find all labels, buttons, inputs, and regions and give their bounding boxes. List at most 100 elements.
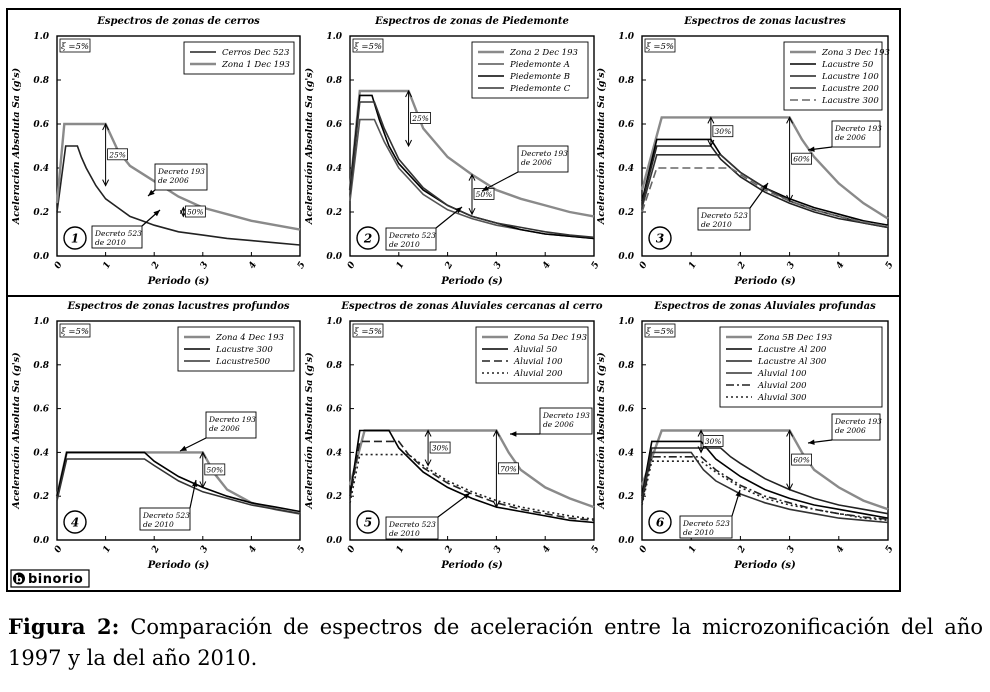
arrow-head-down <box>468 207 476 216</box>
legend-box <box>719 326 883 408</box>
decree-callout-box <box>517 145 569 173</box>
y-axis-label: Aceleración Absoluta Sa (g's) <box>596 68 607 225</box>
arrow-head-up <box>786 116 794 124</box>
arrow-head-down <box>786 483 794 491</box>
legend-label: Lacustre 300 <box>821 96 879 106</box>
series-line-1 <box>640 116 889 220</box>
decree-callout-line2: de 2006 <box>835 133 866 142</box>
y-tick-label: 0.8 <box>33 361 49 371</box>
arrow-head-up <box>199 451 207 459</box>
plot-area <box>641 320 889 541</box>
percent-label: 30% <box>432 444 449 453</box>
arrow-head-up <box>786 429 794 437</box>
decree-callout-arrowhead <box>808 439 815 445</box>
series-line-5 <box>641 456 889 520</box>
y-tick-label: 1.0 <box>618 317 634 327</box>
damping-label: ξ =5% <box>354 42 382 52</box>
damping-label: ξ =5% <box>354 327 382 337</box>
percent-label: 50% <box>476 190 493 199</box>
chart-title: Espectros de zonas lacustres profundos <box>66 301 289 312</box>
decree-callout-line2: de 2010 <box>143 520 174 529</box>
x-tick-label: 1 <box>687 544 699 554</box>
x-tick-label: 3 <box>199 544 211 554</box>
series-line-3 <box>349 94 595 240</box>
legend-label: Zona 5a Dec 193 <box>513 333 587 343</box>
y-tick-label: 0.0 <box>326 252 342 262</box>
damping-box <box>59 38 91 53</box>
y-tick-label: 1.0 <box>326 317 342 327</box>
legend-label: Zona 4 Dec 193 <box>215 333 284 343</box>
caption-text: Comparación de espectros de aceleración … <box>8 615 983 670</box>
x-tick-label: 5 <box>884 544 896 554</box>
decree-callout-arrowhead <box>482 185 489 191</box>
y-tick-label: 0.2 <box>33 492 49 502</box>
x-tick-label: 2 <box>443 260 455 271</box>
logo-frame <box>10 569 90 588</box>
y-tick-label: 0.6 <box>33 120 49 130</box>
charts-layer: Espectros de zonas de cerros 0.0 0.2 0.4 0.6… <box>11 16 896 571</box>
decree-callout-box <box>831 413 881 441</box>
damping-label: ξ =5% <box>61 327 89 337</box>
percent-badge <box>184 205 206 218</box>
damping-box <box>59 323 91 338</box>
logo-mark-icon <box>13 572 25 585</box>
x-tick-label: 0 <box>638 260 650 271</box>
decree-callout-line1: Decreto 523 <box>682 519 730 528</box>
x-axis-label: Periodo (s) <box>440 560 503 571</box>
plot-area <box>56 35 301 257</box>
x-tick-label: 1 <box>395 544 407 554</box>
percent-badge <box>204 463 226 476</box>
legend-label: Lacustre Al 200 <box>757 345 827 355</box>
decree-callout-box <box>139 507 191 531</box>
arrow-head-up <box>102 122 110 131</box>
damping-box <box>352 323 384 338</box>
decree-callout-line2: de 2006 <box>521 158 552 167</box>
series-line-4 <box>349 101 595 239</box>
chart-panel-5: Espectros de zonas Aluviales cercanas al… <box>304 301 603 571</box>
x-axis-label: Periodo (s) <box>147 276 210 287</box>
decree-callout-line1: Decreto 193 <box>208 415 256 424</box>
zone-number-circle <box>356 226 380 250</box>
series-line-3 <box>641 145 889 229</box>
x-tick-label: 4 <box>835 260 847 270</box>
legend-label: Aluvial 200 <box>757 381 807 391</box>
decree-callout-line1: Decreto 193 <box>157 167 205 176</box>
arrow-head-down <box>786 194 794 203</box>
percent-badge <box>107 148 128 161</box>
decree-callout-line2: de 2010 <box>389 240 420 249</box>
decree-callout-line1: Decreto 193 <box>542 411 590 420</box>
series-line-3 <box>349 440 595 522</box>
chart-panel-6: Espectros de zonas Aluviales profundas 0.… <box>596 301 896 571</box>
decree-callout-line1: Decreto 523 <box>388 520 436 529</box>
y-tick-label: 0.4 <box>33 164 49 174</box>
y-tick-label: 0.2 <box>618 208 634 218</box>
legend-label: Lacustre 100 <box>821 72 879 82</box>
x-tick-label: 1 <box>102 260 114 270</box>
y-axis-label: Aceleración Absoluta Sa (g's) <box>304 68 315 225</box>
x-axis-label: Periodo (s) <box>733 560 796 571</box>
zone-number: 1 <box>71 232 79 246</box>
y-tick-label: 0.8 <box>326 76 342 86</box>
decree-callout-line1: Decreto 193 <box>834 417 882 426</box>
x-tick-label: 5 <box>296 260 308 270</box>
x-tick-label: 0 <box>346 544 358 555</box>
x-tick-label: 4 <box>541 260 553 270</box>
arrow-head-down <box>102 179 110 187</box>
y-tick-label: 0.2 <box>326 492 342 502</box>
series-line-2 <box>56 451 301 513</box>
chart-title: Espectros de zonas de Piedemonte <box>374 16 569 27</box>
y-axis-label: Aceleración Absoluta Sa (g's) <box>11 68 22 225</box>
legend-label: Aluvial 100 <box>757 369 807 379</box>
arrow-head-down <box>199 481 207 489</box>
decree-callout-arrowhead <box>180 445 187 451</box>
arrow-head-down <box>492 500 500 509</box>
plot-area <box>56 320 301 541</box>
legend-label: Aluvial 300 <box>757 393 807 403</box>
y-tick-label: 1.0 <box>326 32 342 42</box>
chart-panel-2: Espectros de zonas de Piedemonte 0.0 0.2 0.… <box>304 16 602 287</box>
y-tick-label: 0.6 <box>326 120 342 130</box>
x-tick-label: 2 <box>150 544 162 555</box>
y-tick-label: 0.8 <box>618 76 634 86</box>
y-axis-label: Aceleración Absoluta Sa (g's) <box>11 352 22 509</box>
legend-label: Aluvial 100 <box>513 357 563 367</box>
